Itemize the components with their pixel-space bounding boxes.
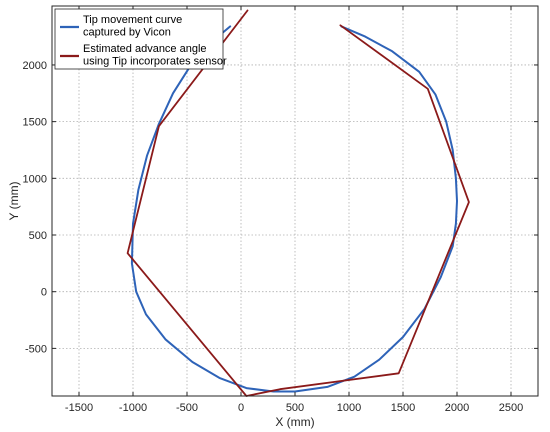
x-tick-label: 2500 bbox=[499, 402, 523, 414]
x-tick-label: 500 bbox=[286, 402, 304, 414]
series-layer bbox=[126, 9, 470, 397]
y-tick-label: 1000 bbox=[23, 173, 47, 185]
y-tick-label: 2000 bbox=[23, 60, 47, 72]
legend-label: Tip movement curve bbox=[83, 14, 182, 26]
estimated-angle-line bbox=[126, 9, 470, 397]
y-tick-label: 500 bbox=[29, 230, 47, 242]
y-tick-label: 1500 bbox=[23, 117, 47, 129]
x-tick-label: 2000 bbox=[445, 402, 469, 414]
y-axis-label: Y (mm) bbox=[7, 181, 21, 220]
x-tick-label: -1500 bbox=[65, 402, 93, 414]
x-tick-label: 0 bbox=[238, 402, 244, 414]
y-tick-label: -500 bbox=[25, 343, 47, 355]
y-tick-label: 0 bbox=[41, 287, 47, 299]
legend-label: captured by Vicon bbox=[83, 27, 171, 39]
x-tick-label: -500 bbox=[176, 402, 198, 414]
legend-box bbox=[54, 8, 224, 70]
legend-label: using Tip incorporates sensor bbox=[83, 56, 227, 68]
x-tick-label: 1000 bbox=[337, 402, 361, 414]
x-tick-label: 1500 bbox=[391, 402, 415, 414]
vicon-curve-line bbox=[130, 25, 458, 393]
axis-ticks bbox=[52, 6, 538, 396]
tick-labels: -1500 -1000 -500 0 500 1000 1500 2000 2500 -500 0 5… bbox=[23, 60, 524, 414]
x-axis-label: X (mm) bbox=[275, 415, 314, 429]
x-tick-label: -1000 bbox=[119, 402, 147, 414]
legend-label: Estimated advance angle bbox=[83, 43, 207, 55]
